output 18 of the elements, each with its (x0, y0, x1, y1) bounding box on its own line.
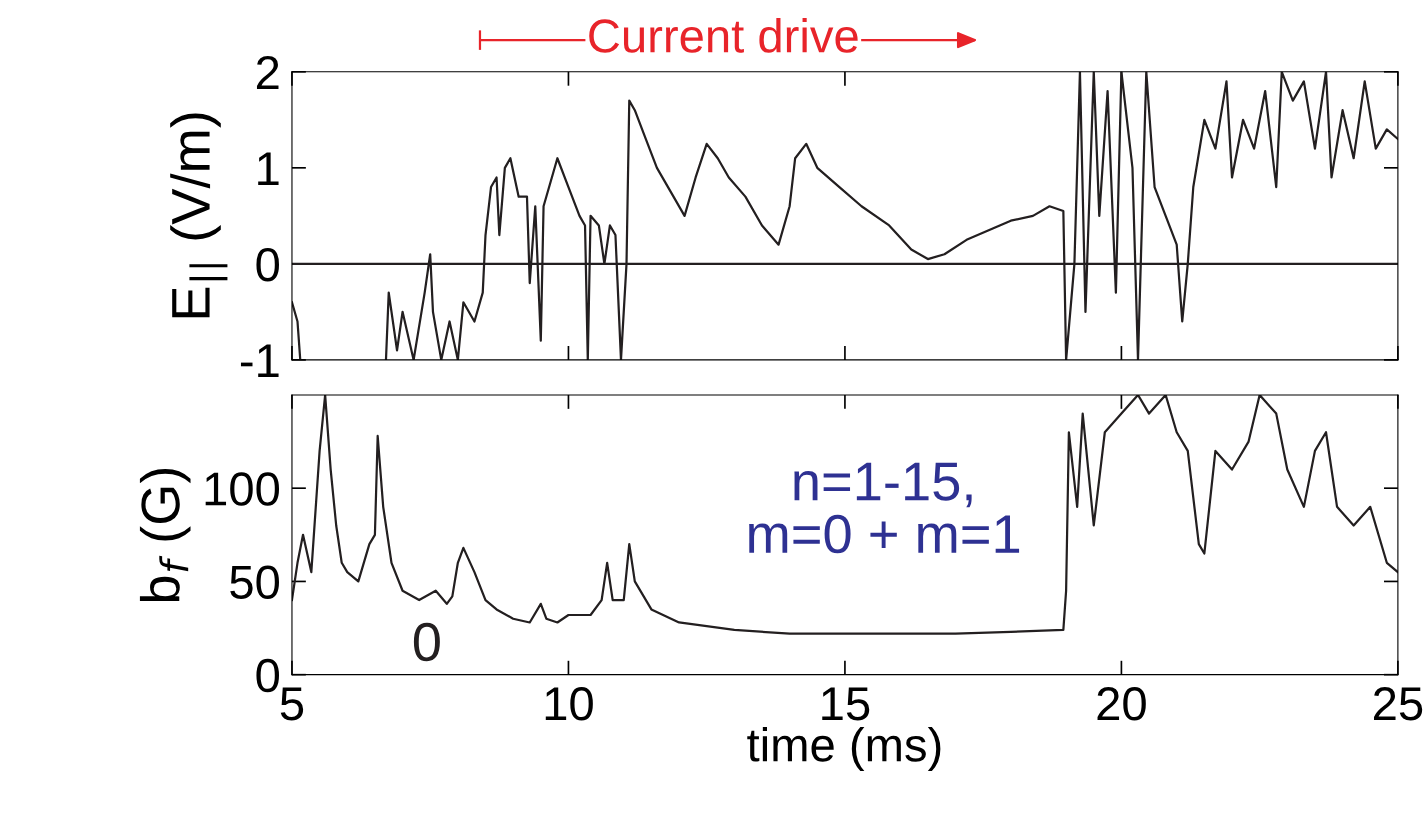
y-tick-label: 100 (205, 472, 280, 506)
x-axis-title: time (ms) (747, 727, 941, 772)
y-tick-label: 1 (258, 152, 279, 185)
y-tick-label: 2 (256, 55, 279, 89)
y-tick-label: -1 (240, 344, 279, 377)
annotation: n=1-15, m=0 + m=1 (749, 462, 1020, 554)
x-tick-label: 20 (1097, 687, 1146, 721)
text: Current drive (589, 18, 858, 53)
x-tick-label: 5 (280, 687, 304, 721)
y-tick-label: 0 (256, 248, 280, 282)
y-tick-label: 0 (256, 658, 280, 693)
y-axis-title: b$_{f}$ (G) (139, 468, 191, 602)
y-axis-title: E$_{||}$ (V/m) (170, 113, 228, 318)
x-tick-label: 25 (1374, 687, 1423, 721)
x-tick-label: 15 (822, 687, 870, 721)
x-tick-label: 10 (545, 687, 593, 721)
y-tick-label: 50 (230, 565, 280, 600)
annotation: 0 (413, 622, 440, 662)
